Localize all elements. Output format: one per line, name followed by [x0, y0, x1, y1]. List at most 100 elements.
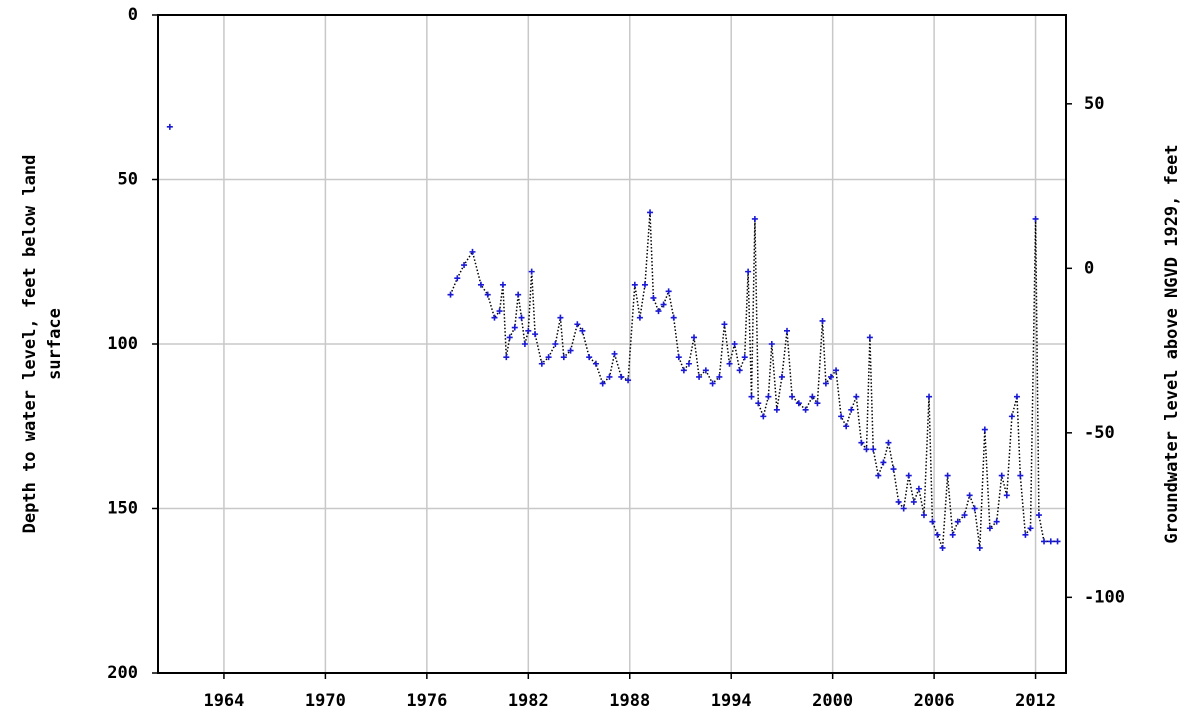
- data-point: [557, 314, 564, 321]
- data-point: [895, 498, 902, 505]
- data-point: [618, 373, 625, 380]
- data-point: [961, 512, 968, 519]
- y-tick-label: 200: [107, 663, 138, 683]
- data-point: [586, 354, 593, 361]
- data-point: [599, 380, 606, 387]
- data-point: [827, 373, 834, 380]
- data-point: [166, 123, 173, 130]
- data-point: [773, 406, 780, 413]
- data-point: [660, 301, 667, 308]
- data-point: [795, 400, 802, 407]
- data-point: [870, 446, 877, 453]
- x-tick-label: 1988: [609, 691, 650, 711]
- x-tick-label: 1964: [203, 691, 244, 711]
- data-point: [525, 327, 532, 334]
- data-point: [822, 380, 829, 387]
- data-point: [650, 294, 657, 301]
- data-point: [858, 439, 865, 446]
- data-point: [454, 275, 461, 282]
- data-point: [1017, 472, 1024, 479]
- data-point: [875, 472, 882, 479]
- data-point: [611, 350, 618, 357]
- data-point: [843, 423, 850, 430]
- data-point: [929, 518, 936, 525]
- data-point: [944, 472, 951, 479]
- data-point: [675, 354, 682, 361]
- data-point: [768, 341, 775, 347]
- data-point: [515, 291, 522, 298]
- data-point: [926, 393, 933, 400]
- data-line: [449, 212, 1058, 549]
- data-point: [784, 327, 791, 334]
- y2-tick-label: -100: [1084, 587, 1125, 607]
- data-point: [939, 544, 946, 551]
- y2-tick-label: 50: [1084, 94, 1104, 114]
- data-point: [848, 406, 855, 413]
- data-point: [920, 512, 927, 519]
- data-point: [976, 544, 983, 551]
- data-point: [814, 400, 821, 407]
- x-tick-label: 2012: [1015, 691, 1056, 711]
- data-point: [631, 281, 638, 288]
- data-point: [809, 393, 816, 400]
- data-point: [691, 334, 698, 341]
- data-point: [447, 291, 454, 298]
- x-tick-label: 1976: [406, 691, 447, 711]
- data-point: [934, 531, 941, 538]
- data-point: [670, 314, 677, 321]
- data-point: [484, 291, 491, 298]
- data-point: [503, 354, 510, 361]
- data-point: [552, 341, 559, 347]
- data-point: [765, 393, 772, 400]
- data-point: [778, 373, 785, 380]
- data-point: [469, 248, 476, 255]
- data-point: [726, 360, 733, 367]
- y2-tick-label: -50: [1084, 423, 1115, 443]
- data-point: [532, 331, 539, 338]
- data-point: [685, 360, 692, 367]
- y-tick-label: 50: [118, 170, 138, 190]
- data-point: [885, 439, 892, 446]
- plot-frame: [157, 14, 1067, 674]
- data-point: [647, 209, 654, 216]
- data-point: [716, 373, 723, 380]
- data-point: [789, 393, 796, 400]
- data-point: [760, 413, 767, 420]
- data-point: [853, 393, 860, 400]
- data-point: [993, 518, 1000, 525]
- data-point: [736, 367, 743, 374]
- data-point: [477, 281, 484, 288]
- data-point: [971, 505, 978, 512]
- x-tick-label: 1970: [305, 691, 346, 711]
- data-point: [731, 341, 738, 347]
- data-point: [545, 354, 552, 361]
- data-point: [890, 466, 897, 473]
- data-point: [709, 380, 716, 387]
- data-point: [636, 314, 643, 321]
- data-point: [491, 314, 498, 321]
- data-point: [511, 324, 518, 331]
- data-point: [1022, 531, 1029, 538]
- data-point: [641, 281, 648, 288]
- data-point: [574, 321, 581, 328]
- data-point: [1008, 413, 1015, 420]
- data-point: [560, 354, 567, 361]
- data-point: [655, 308, 662, 315]
- data-point: [538, 360, 545, 367]
- data-point: [528, 268, 535, 275]
- data-point: [880, 459, 887, 466]
- data-point: [496, 308, 503, 315]
- data-point: [625, 377, 632, 384]
- y-axis-label: Depth to water level, feet below land: [20, 155, 40, 534]
- data-point: [721, 321, 728, 328]
- y-tick-label: 100: [107, 334, 138, 354]
- data-point: [461, 262, 468, 269]
- data-point: [981, 426, 988, 433]
- data-point: [966, 492, 973, 499]
- y-tick-label: 0: [128, 5, 138, 25]
- y2-tick-label: 0: [1084, 258, 1094, 278]
- data-point: [900, 505, 907, 512]
- data-point: [499, 281, 506, 288]
